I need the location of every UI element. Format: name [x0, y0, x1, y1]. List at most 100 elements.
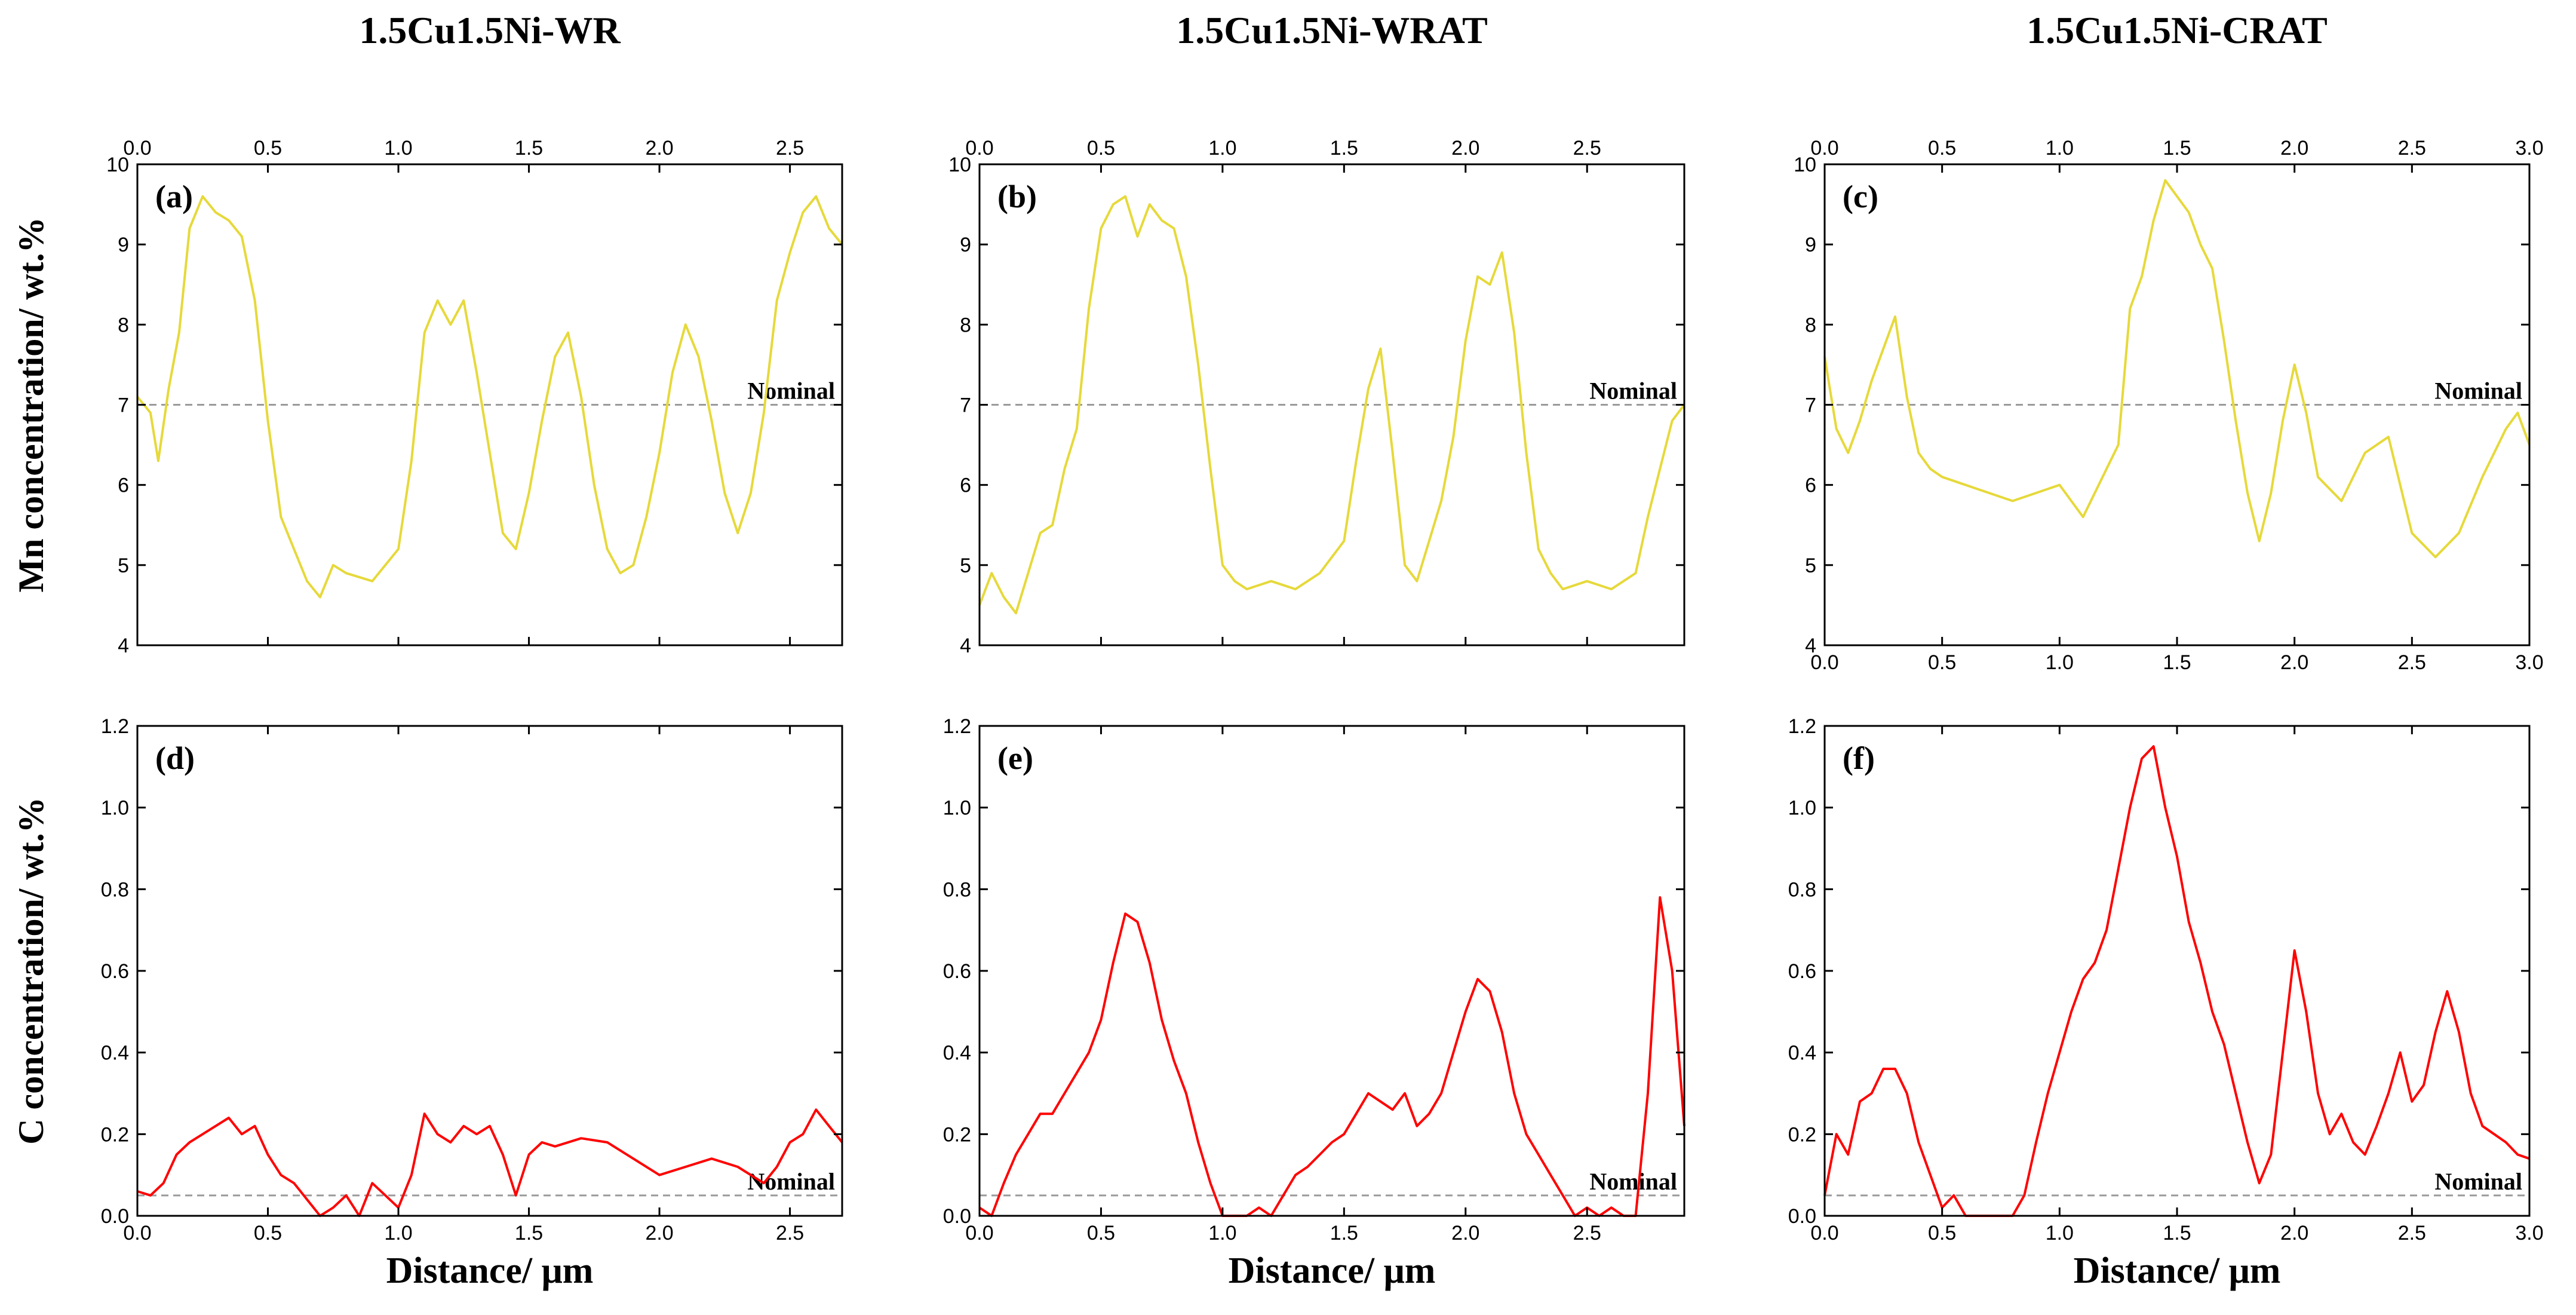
panel-label: (f): [1843, 740, 1875, 776]
panel-label: (d): [155, 740, 195, 776]
y-tick-label: 5: [960, 554, 971, 577]
nominal-label: Nominal: [1589, 378, 1677, 404]
x-tick-label: 0.0: [1810, 651, 1838, 674]
series-line: [978, 195, 1685, 615]
nominal-label: Nominal: [1589, 1168, 1677, 1195]
x-axis-title: Distance/ μm: [1229, 1250, 1436, 1291]
y-tick-label: 5: [1805, 554, 1816, 577]
nominal-label: Nominal: [747, 378, 835, 404]
y-tick-label: 0.0: [1788, 1205, 1816, 1228]
nominal-label: Nominal: [2434, 378, 2522, 404]
x-top-tick-label: 2.5: [1573, 137, 1601, 160]
x-axis-title: Distance/ μm: [2074, 1250, 2281, 1291]
x-tick-label: 0.5: [254, 1222, 282, 1245]
y-tick-label: 0.8: [101, 878, 129, 901]
y-tick-label: 0.4: [1788, 1042, 1816, 1065]
y-tick-label: 1.0: [101, 797, 129, 820]
y-tick-label: 6: [118, 474, 129, 497]
x-top-tick-label: 1.0: [2046, 137, 2074, 160]
x-top-tick-label: 0.5: [1928, 137, 1956, 160]
panel-f: Nominal 0.0 0.2 0.4 0.6 0.8 1.0 1.2 0.0 0.5 1.0 1.5…: [1788, 715, 2544, 1291]
y-tick-label: 0.0: [101, 1205, 129, 1228]
panel-label: (b): [997, 179, 1037, 214]
x-tick-label: 2.0: [1451, 1222, 1479, 1245]
x-tick-label: 0.0: [965, 1222, 993, 1245]
x-top-tick-label: 2.5: [776, 137, 804, 160]
column-title: 1.5Cu1.5Ni-WR: [359, 9, 621, 51]
x-tick-label: 2.5: [1573, 1222, 1601, 1245]
series-line: [1823, 179, 2531, 559]
y-tick-label: 10: [106, 154, 129, 176]
y-tick-label: 1.0: [1788, 797, 1816, 820]
x-tick-label: 2.5: [2398, 651, 2426, 674]
x-top-tick-label: 2.0: [2280, 137, 2308, 160]
panel-c: Nominal456789100.00.00.50.51.01.01.51.52…: [1794, 137, 2543, 674]
x-top-tick-label: 0.0: [965, 137, 993, 160]
nominal-label: Nominal: [2434, 1168, 2522, 1195]
plot-frame: [1823, 725, 2531, 1217]
column-titles: 1.5Cu1.5Ni-WR 1.5Cu1.5Ni-WRAT 1.5Cu1.5Ni-C…: [359, 9, 2328, 51]
y-tick-label: 1.0: [943, 797, 971, 820]
y-tick-label: 5: [118, 554, 129, 577]
y-tick-label: 10: [1794, 154, 1816, 176]
x-tick-label: 0.0: [123, 1222, 151, 1245]
series-line: [1823, 745, 2530, 1217]
series-line: [136, 195, 843, 599]
x-tick-label: 1.5: [2163, 651, 2191, 674]
panel-label: (a): [155, 179, 193, 214]
y-tick-label: 0.2: [101, 1123, 129, 1146]
y-tick-label: 1.2: [1788, 715, 1816, 738]
y-tick-label: 9: [118, 234, 129, 256]
x-tick-label: 2.0: [2280, 1222, 2308, 1245]
x-tick-label: 3.0: [2515, 651, 2543, 674]
x-tick-label: 2.5: [2398, 1222, 2426, 1245]
x-top-tick-label: 1.0: [1208, 137, 1236, 160]
panel-label: (e): [997, 740, 1033, 776]
x-top-tick-label: 1.5: [1330, 137, 1358, 160]
x-tick-label: 3.0: [2515, 1222, 2543, 1245]
x-top-tick-label: 1.5: [2163, 137, 2191, 160]
panel-b: Nominal 4 5 6 7 8 9 100.0 0.5 1.0 1.5 2.0 2.5 (b): [948, 137, 1685, 657]
y-tick-label: 4: [1805, 634, 1816, 657]
x-tick-label: 2.0: [645, 1222, 673, 1245]
y-tick-label: 0.6: [1788, 960, 1816, 983]
y-tick-label: 8: [118, 314, 129, 336]
x-top-tick-label: 2.0: [1451, 137, 1479, 160]
y-tick-label: 0.0: [943, 1205, 971, 1228]
y-tick-label: 0.8: [1788, 878, 1816, 901]
y-tick-label: 0.4: [101, 1042, 129, 1065]
y-tick-label: 8: [1805, 314, 1816, 336]
column-title: 1.5Cu1.5Ni-WRAT: [1176, 9, 1488, 51]
series-line: [978, 896, 1685, 1217]
y-tick-label: 7: [118, 394, 129, 417]
series-line: [137, 1108, 843, 1217]
x-top-tick-label: 0.5: [1087, 137, 1115, 160]
column-title: 1.5Cu1.5Ni-CRAT: [2027, 9, 2328, 51]
x-tick-label: 1.0: [2046, 651, 2074, 674]
y-tick-label: 9: [1805, 234, 1816, 256]
y-tick-label: 9: [960, 234, 971, 256]
y-tick-label: 7: [1805, 394, 1816, 417]
x-top-tick-label: 1.0: [384, 137, 412, 160]
y-tick-label: 0.2: [943, 1123, 971, 1146]
panel-a: Nominal 4 5 6 7 8 9 100.0 0.5 1.0 1.5 2.0 2.5 (a): [106, 137, 843, 657]
y-tick-label: 10: [948, 154, 971, 176]
x-top-tick-label: 3.0: [2515, 137, 2543, 160]
x-tick-label: 0.0: [1810, 1222, 1838, 1245]
x-tick-label: 1.5: [515, 1222, 543, 1245]
y-tick-label: 8: [960, 314, 971, 336]
y-tick-label: 0.6: [101, 960, 129, 983]
x-tick-label: 1.5: [1330, 1222, 1358, 1245]
y-tick-label: 1.2: [101, 715, 129, 738]
x-top-tick-label: 0.0: [1810, 137, 1838, 160]
x-top-tick-label: 2.0: [645, 137, 673, 160]
x-axis-title: Distance/ μm: [386, 1250, 594, 1291]
x-tick-label: 0.5: [1928, 1222, 1956, 1245]
y-tick-label: 0.2: [1788, 1123, 1816, 1146]
x-tick-label: 1.0: [2046, 1222, 2074, 1245]
y-tick-label: 6: [960, 474, 971, 497]
y-tick-label: 6: [1805, 474, 1816, 497]
